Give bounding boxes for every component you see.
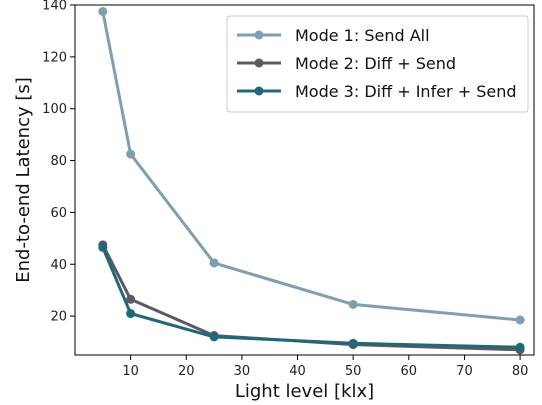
y-tick-label: 20 xyxy=(50,310,67,325)
legend-entry-1: Mode 1: Send All xyxy=(237,26,430,45)
series-2 xyxy=(98,240,525,355)
series-3-point xyxy=(209,332,219,342)
series-3-point xyxy=(98,242,108,252)
y-axis-label: End-to-end Latency [s] xyxy=(13,77,34,283)
series-3-line xyxy=(101,246,521,349)
series-layer xyxy=(98,6,525,355)
legend-label: Mode 2: Diff + Send xyxy=(295,54,456,73)
x-tick-label: 40 xyxy=(289,364,306,379)
legend-label: Mode 3: Diff + Infer + Send xyxy=(295,82,517,101)
x-tick-label: 30 xyxy=(234,364,251,379)
legend-swatch-marker xyxy=(254,86,264,96)
legend-entry-3: Mode 3: Diff + Infer + Send xyxy=(237,82,517,101)
x-tick-label: 50 xyxy=(345,364,362,379)
series-2-point xyxy=(126,294,136,304)
series-1 xyxy=(98,6,525,325)
series-1-point xyxy=(515,315,525,325)
series-1-point xyxy=(98,6,108,16)
series-1-point xyxy=(126,149,136,159)
y-tick-label: 40 xyxy=(50,258,67,273)
series-3-point xyxy=(515,342,525,352)
series-3-point xyxy=(348,338,358,348)
x-tick-label: 20 xyxy=(178,364,195,379)
x-tick-label: 60 xyxy=(401,364,418,379)
x-tick-label: 70 xyxy=(456,364,473,379)
y-tick-label: 100 xyxy=(42,102,67,117)
series-2-line xyxy=(101,244,521,352)
ticks-layer: 10 20 30 40 50 60 70 80 20 40 60 80 100 120 140 xyxy=(42,0,528,379)
legend-box xyxy=(226,15,529,113)
y-tick-label: 120 xyxy=(42,50,67,65)
series-1-point xyxy=(209,258,219,268)
legend-label: Mode 1: Send All xyxy=(295,26,430,45)
y-tick-label: 140 xyxy=(42,0,67,14)
legend-swatch-marker xyxy=(254,58,264,68)
x-tick-label: 80 xyxy=(512,364,529,379)
x-axis-label: Light level [klx] xyxy=(235,381,374,402)
legend-entry-2: Mode 2: Diff + Send xyxy=(237,54,456,73)
series-3-point xyxy=(126,309,136,319)
series-1-point xyxy=(348,299,358,309)
plot-frame xyxy=(74,4,535,356)
legend-swatch-marker xyxy=(254,30,264,40)
y-tick-label: 60 xyxy=(50,206,67,221)
series-3 xyxy=(98,242,525,352)
legend: Mode 1: Send All Mode 2: Diff + Send Mode … xyxy=(226,15,529,113)
x-tick-label: 10 xyxy=(122,364,139,379)
y-tick-label: 80 xyxy=(50,154,67,169)
legend-items: Mode 1: Send All Mode 2: Diff + Send Mode … xyxy=(237,26,517,101)
